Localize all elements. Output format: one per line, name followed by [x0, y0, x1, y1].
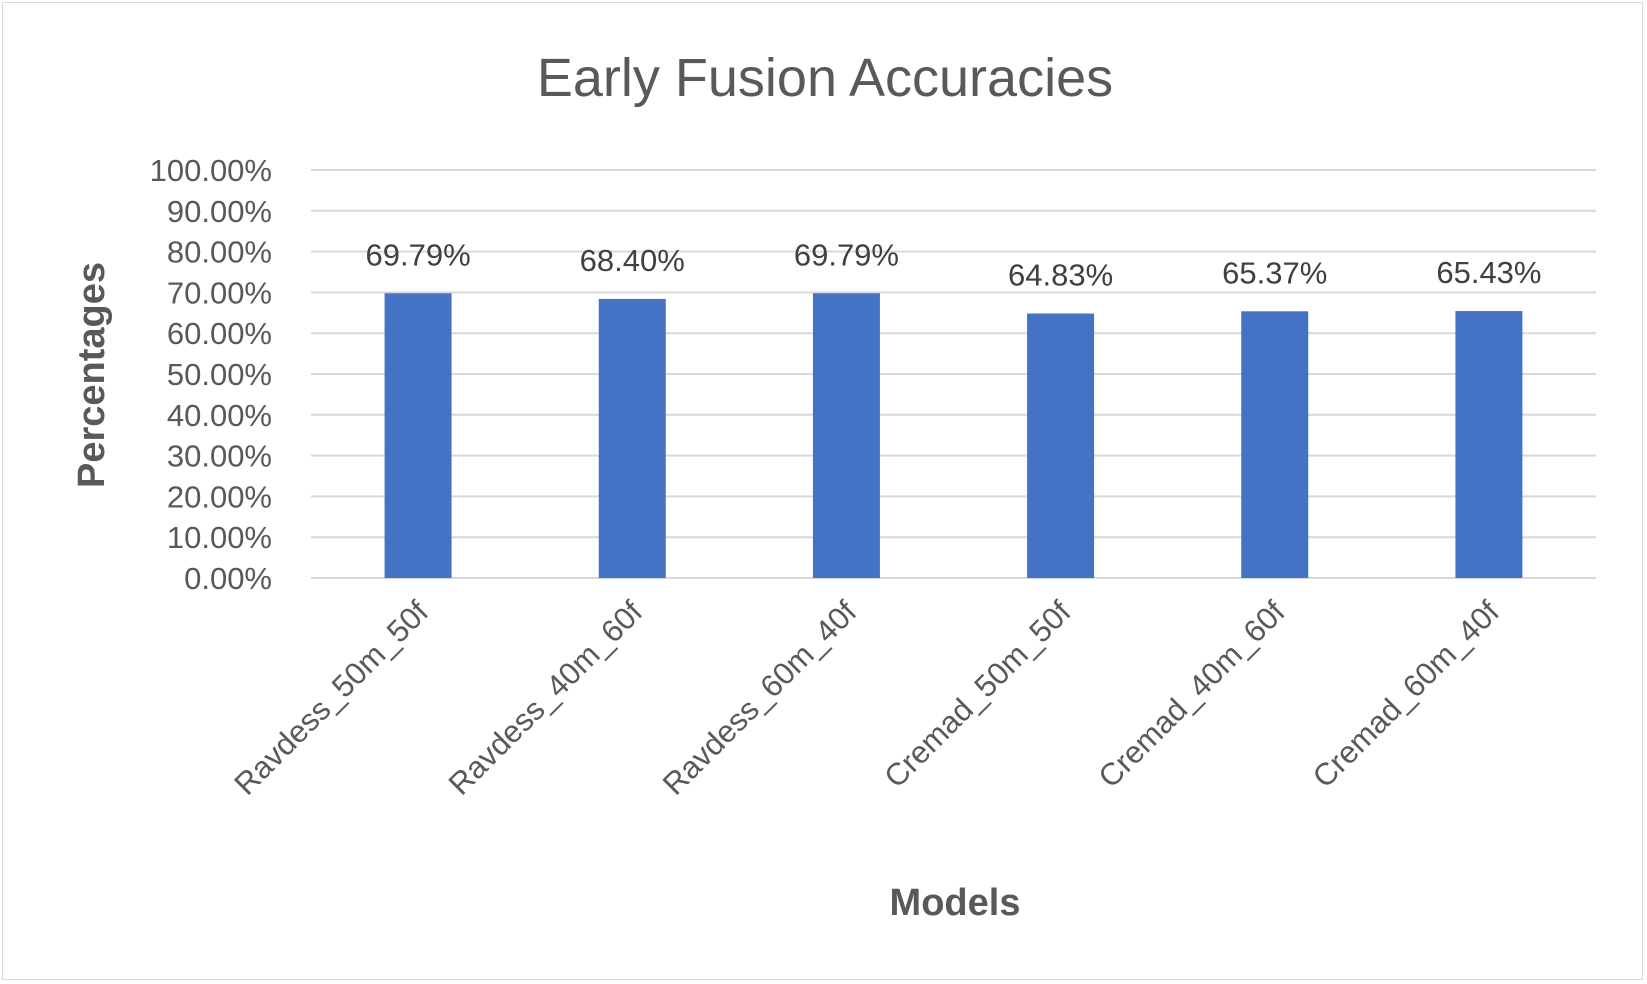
x-tick-label: Ravdess_50m_50f [227, 594, 435, 802]
bars [384, 293, 1523, 578]
bar [1027, 313, 1095, 578]
y-tick-label: 0.00% [184, 561, 272, 596]
bar [598, 298, 666, 578]
y-tick-label: 80.00% [167, 235, 272, 270]
y-tick-label: 50.00% [167, 357, 272, 392]
y-tick-label: 30.00% [167, 439, 272, 474]
bar [384, 293, 452, 578]
y-tick-label: 40.00% [167, 398, 272, 433]
data-label: 68.40% [580, 243, 685, 278]
chart-title: Early Fusion Accuracies [537, 48, 1113, 108]
data-label: 69.79% [794, 237, 899, 272]
gridlines [311, 169, 1596, 579]
x-tick-label: Cremad_60m_40f [1306, 594, 1506, 794]
y-tick-label: 60.00% [167, 316, 272, 351]
data-label: 69.79% [366, 237, 471, 272]
y-tick-label: 90.00% [167, 194, 272, 229]
data-label: 65.37% [1222, 255, 1327, 290]
x-axis-tick-labels: Ravdess_50m_50f Ravdess_40m_60f Ravdess_60… [227, 594, 1506, 802]
bar [1455, 311, 1523, 578]
data-label: 64.83% [1008, 257, 1113, 292]
bar [1241, 311, 1309, 578]
y-tick-label: 20.00% [167, 479, 272, 514]
x-tick-label: Ravdess_40m_60f [442, 594, 650, 802]
x-tick-label: Cremad_50m_50f [877, 594, 1077, 794]
x-axis-label: Models [890, 882, 1021, 924]
y-axis-label: Percentages [71, 262, 113, 488]
y-tick-label: 100.00% [150, 153, 272, 188]
y-axis-tick-labels: 0.00% 10.00% 20.00% 30.00% 40.00% 50.00% 60.00… [150, 153, 272, 596]
x-tick-label: Cremad_40m_60f [1091, 594, 1291, 794]
y-tick-label: 70.00% [167, 275, 272, 310]
bar [812, 293, 880, 578]
data-labels: 69.79% 68.40% 69.79% 64.83% 65.37% 65.43% [366, 237, 1542, 292]
data-label: 65.43% [1436, 255, 1541, 290]
x-tick-label: Ravdess_60m_40f [656, 594, 864, 802]
y-tick-label: 10.00% [167, 520, 272, 555]
